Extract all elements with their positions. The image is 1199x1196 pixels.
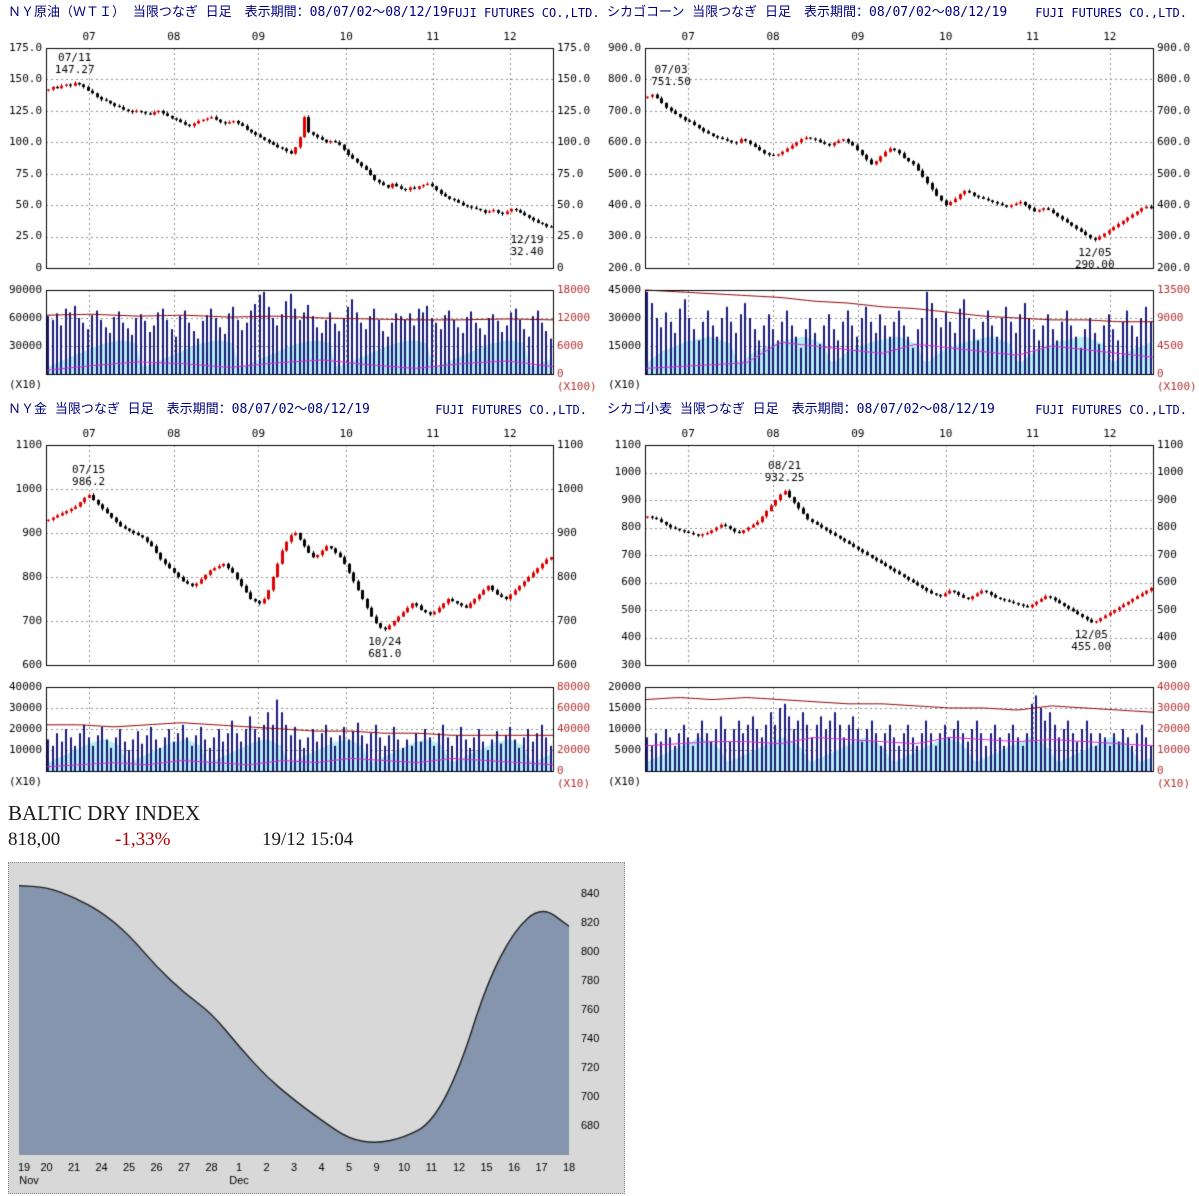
wheat-candlestick-volume-canvas: [599, 419, 1199, 794]
chart-chicago-corn: シカゴコーン 当限つなぎ 日足 表示期間：08/07/02～08/12/19 F…: [599, 0, 1199, 397]
chart-header: ＮＹ原油（ＷＴＩ） 当限つなぎ 日足 表示期間：08/07/02～08/12/1…: [0, 0, 600, 22]
chart-ny-crude-wti: ＮＹ原油（ＷＴＩ） 当限つなぎ 日足 表示期間：08/07/02～08/12/1…: [0, 0, 600, 397]
gold-candlestick-volume-canvas: [0, 419, 599, 794]
wti-candlestick-volume-canvas: [0, 22, 599, 397]
baltic-dry-index-widget: BALTIC DRY INDEX 818,00 -1,33% 19/12 15:…: [0, 794, 700, 1194]
chart-ny-gold: ＮＹ金 当限つなぎ 日足 表示期間：08/07/02～08/12/19 FUJI…: [0, 397, 599, 794]
chart-title: ＮＹ金 当限つなぎ 日足 表示期間：08/07/02～08/12/19: [8, 402, 370, 417]
chart-title: シカゴコーン 当限つなぎ 日足 表示期間：08/07/02～08/12/19: [607, 5, 1008, 20]
baltic-title: BALTIC DRY INDEX: [8, 801, 201, 825]
company-credit: FUJI FUTURES CO.,LTD.: [1035, 6, 1187, 20]
company-credit: FUJI FUTURES CO.,LTD.: [435, 403, 587, 417]
chart-header: シカゴコーン 当限つなぎ 日足 表示期間：08/07/02～08/12/19 F…: [599, 0, 1199, 22]
chart-chicago-wheat: シカゴ小麦 当限つなぎ 日足 表示期間：08/07/02～08/12/19 FU…: [599, 397, 1199, 794]
chart-header: ＮＹ金 当限つなぎ 日足 表示期間：08/07/02～08/12/19 FUJI…: [0, 397, 599, 419]
company-credit: FUJI FUTURES CO.,LTD.: [447, 6, 600, 20]
baltic-area-chart-canvas: [8, 862, 625, 1194]
chart-title: シカゴ小麦 当限つなぎ 日足 表示期間：08/07/02～08/12/19: [607, 402, 995, 417]
corn-candlestick-volume-canvas: [599, 22, 1199, 397]
baltic-value: 818,00: [8, 829, 61, 850]
baltic-timestamp: 19/12 15:04: [262, 829, 354, 850]
charts-grid: ＮＹ原油（ＷＴＩ） 当限つなぎ 日足 表示期間：08/07/02～08/12/1…: [0, 0, 1199, 794]
chart-title: ＮＹ原油（ＷＴＩ） 当限つなぎ 日足 表示期間：08/07/02～08/12/1…: [8, 5, 448, 20]
baltic-quote-row: 818,00 -1,33% 19/12 15:04: [0, 826, 700, 852]
company-credit: FUJI FUTURES CO.,LTD.: [1035, 403, 1187, 417]
chart-header: シカゴ小麦 当限つなぎ 日足 表示期間：08/07/02～08/12/19 FU…: [599, 397, 1199, 419]
baltic-change: -1,33%: [115, 829, 171, 850]
